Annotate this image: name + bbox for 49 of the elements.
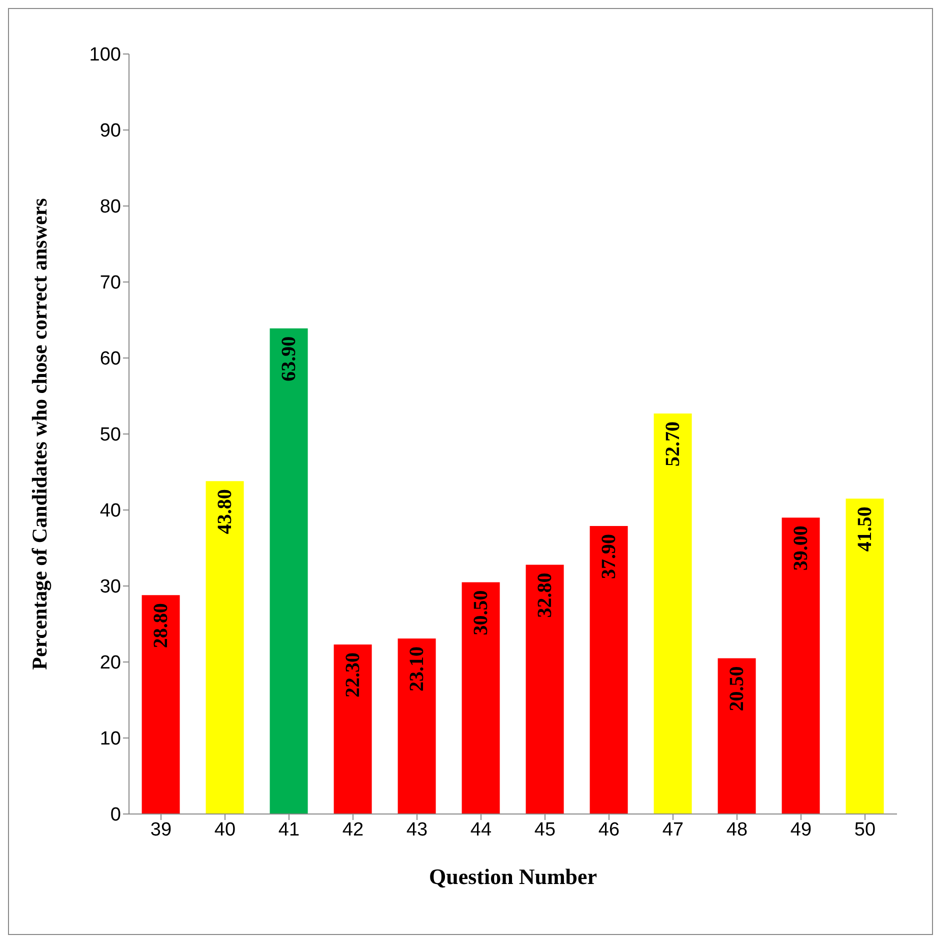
x-tick-label: 40 xyxy=(214,819,236,840)
bar xyxy=(334,644,372,814)
y-tick-label: 40 xyxy=(100,500,121,522)
bar xyxy=(846,498,884,814)
x-tick-label: 41 xyxy=(278,819,300,840)
bar xyxy=(462,582,500,814)
x-tick-label: 45 xyxy=(534,819,556,840)
y-tick-label: 80 xyxy=(100,196,121,218)
y-tick-label: 90 xyxy=(100,120,121,142)
data-label: 37.90 xyxy=(598,534,620,579)
x-tick-label: 42 xyxy=(342,819,364,840)
bar xyxy=(526,564,564,814)
y-tick-label: 30 xyxy=(100,576,121,598)
y-tick-label: 70 xyxy=(100,272,121,294)
bar xyxy=(718,658,756,814)
data-label: 52.70 xyxy=(662,421,684,466)
data-label: 32.80 xyxy=(534,572,556,618)
bar xyxy=(782,518,820,814)
x-tick-label: 44 xyxy=(470,819,492,840)
x-tick-label: 43 xyxy=(406,819,428,840)
bar xyxy=(270,328,308,814)
data-label: 20.50 xyxy=(726,666,748,712)
data-label: 41.50 xyxy=(854,506,876,552)
data-label: 43.80 xyxy=(214,489,236,534)
bar xyxy=(142,595,180,814)
bar xyxy=(590,526,628,814)
x-tick-label: 50 xyxy=(854,819,876,840)
x-tick-label: 48 xyxy=(726,819,748,840)
data-label: 28.80 xyxy=(150,603,172,648)
x-tick-label: 39 xyxy=(150,819,172,840)
y-tick-label: 100 xyxy=(89,44,121,66)
data-label: 30.50 xyxy=(470,590,492,636)
y-tick-label: 60 xyxy=(100,348,121,370)
x-axis-title: Question Number xyxy=(428,864,598,889)
x-tick-label: 46 xyxy=(598,819,620,840)
y-tick-label: 10 xyxy=(100,728,121,750)
data-label: 22.30 xyxy=(342,652,364,698)
data-label: 63.90 xyxy=(278,336,300,382)
data-label: 23.10 xyxy=(406,646,428,692)
bar xyxy=(206,481,244,814)
x-tick-label: 49 xyxy=(790,819,812,840)
y-axis-title: Percentage of Candidates who chose correct answers xyxy=(27,198,52,670)
y-tick-label: 0 xyxy=(110,804,121,826)
data-label: 39.00 xyxy=(790,526,812,571)
y-tick-label: 50 xyxy=(100,424,121,446)
y-tick-label: 20 xyxy=(100,652,121,674)
bar xyxy=(398,638,436,814)
x-tick-label: 47 xyxy=(662,819,684,840)
bar xyxy=(654,413,692,814)
